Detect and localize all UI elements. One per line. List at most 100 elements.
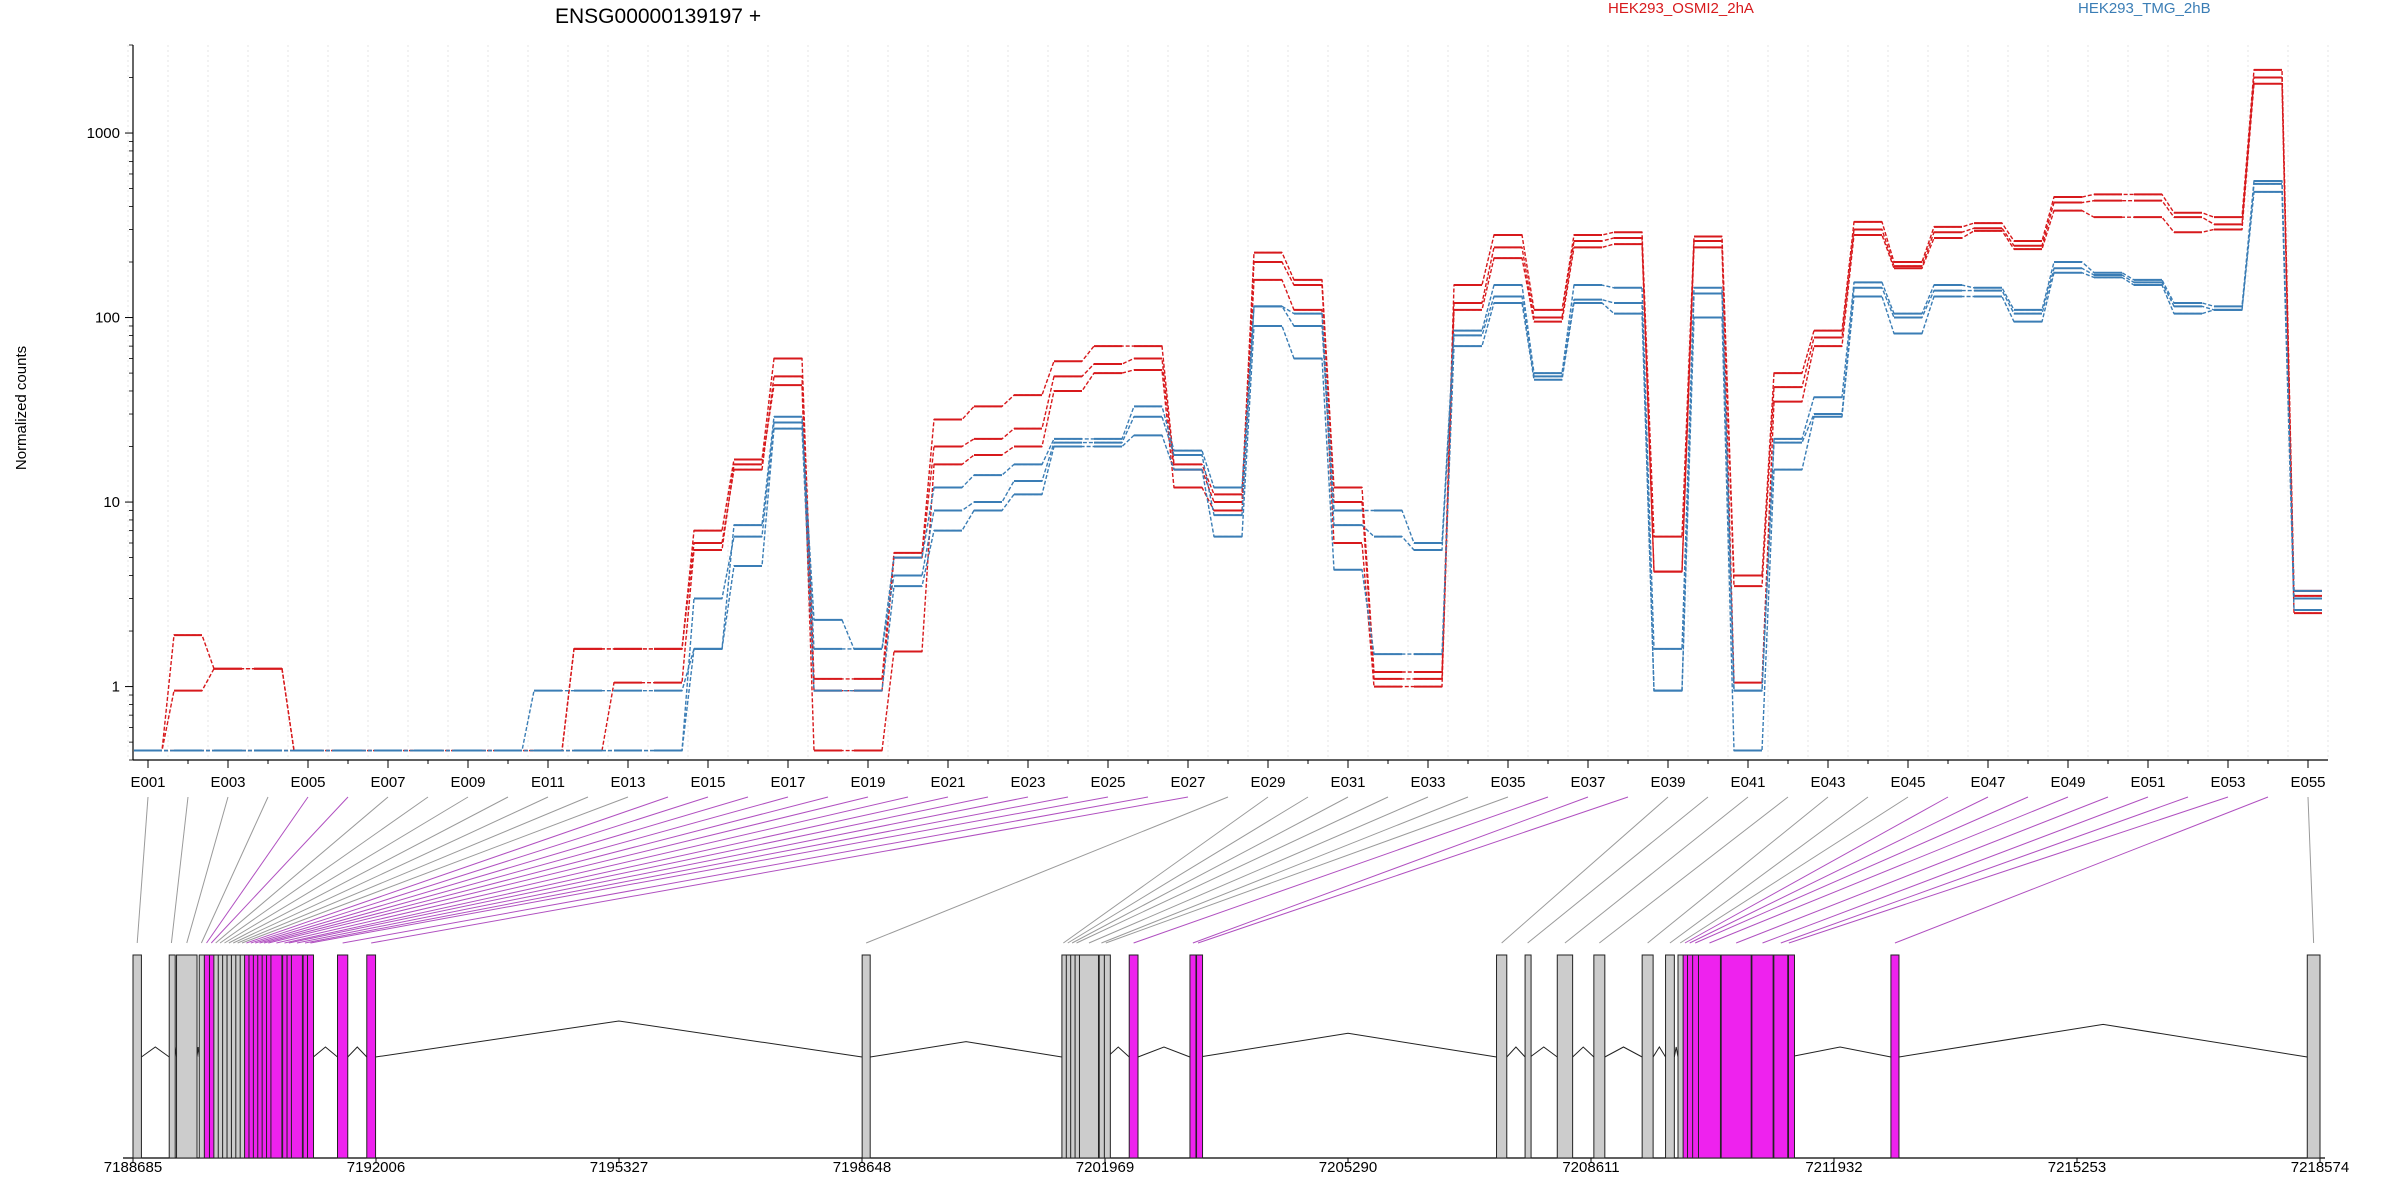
connector-line [1788, 796, 2229, 944]
exon-E035 [1103, 954, 1111, 1159]
x-tick-label: E047 [1970, 774, 2005, 791]
exon-E023 [290, 954, 303, 1159]
connector-line [2307, 796, 2315, 944]
x-tick-label: E019 [850, 774, 885, 791]
connector-line [186, 796, 229, 944]
exon-E036 [1128, 954, 1139, 1159]
x-tick-label: E035 [1490, 774, 1525, 791]
x-tick-label: E013 [610, 774, 645, 791]
connector-line [1780, 796, 2189, 944]
intron-line [1652, 1046, 1666, 1058]
genome-tick-label: 7192006 [347, 1159, 405, 1176]
intron-line [1898, 1023, 2308, 1058]
x-tick-label: E031 [1330, 774, 1365, 791]
exon-E041 [1556, 954, 1574, 1159]
genome-tick-label: 7195327 [590, 1159, 648, 1176]
gene-model: 7188685 7192006 7195327 7198648 7201969 72052… [104, 954, 2349, 1176]
connector-line [215, 796, 389, 944]
series-line [134, 76, 2322, 752]
connector-line [1599, 796, 1789, 944]
connector-line [259, 796, 789, 944]
connector-line [1669, 796, 1869, 944]
y-tick-label: 1 [112, 679, 120, 696]
x-tick-label: E041 [1730, 774, 1765, 791]
exon-E033 [1078, 954, 1099, 1159]
exon-E028 [861, 954, 871, 1159]
connector-line [296, 796, 1029, 944]
intron-line [347, 1046, 368, 1058]
connector-line [1133, 796, 1549, 944]
connector-line [865, 796, 1229, 944]
connector-line [241, 796, 629, 944]
x-tick-label: E025 [1090, 774, 1125, 791]
connector-line [284, 796, 949, 944]
connector-line [1762, 796, 2149, 944]
intron-line [1199, 1032, 1497, 1058]
x-tick-label: E023 [1010, 774, 1045, 791]
connector-line [170, 796, 189, 944]
intron-line [313, 1046, 338, 1058]
connector-line [250, 796, 709, 944]
connector-line [263, 796, 829, 944]
genome-tick-label: 7205290 [1319, 1159, 1377, 1176]
exon-E025 [307, 954, 315, 1159]
genome-tick-label: 7208611 [1562, 1159, 1619, 1176]
connector-line [342, 796, 1149, 944]
connector-line [224, 796, 469, 944]
x-tick-label: E011 [531, 774, 565, 791]
exon-E002 [168, 954, 176, 1159]
exon-E026 [337, 954, 349, 1159]
connector-line [136, 796, 149, 944]
genome-tick-label: 7218574 [2291, 1159, 2349, 1176]
exon-E039 [1496, 954, 1508, 1159]
x-tick-label: E005 [290, 774, 325, 791]
exon-E001 [132, 954, 142, 1159]
connector-line [1694, 796, 2029, 944]
exon-E049 [1697, 954, 1721, 1159]
connector-line [1679, 796, 1909, 944]
connector-line [233, 796, 549, 944]
genome-tick-label: 7188685 [104, 1159, 162, 1176]
intron-line [1106, 1046, 1130, 1058]
series-1 [134, 76, 2322, 752]
intron-line [1529, 1046, 1558, 1058]
x-tick-label: E045 [1890, 774, 1925, 791]
x-tick-label: E021 [930, 774, 965, 791]
connector-line [1101, 796, 1469, 944]
connector-line [1735, 796, 2109, 944]
series-layer [134, 68, 2322, 752]
x-tick-label: E055 [2290, 774, 2325, 791]
genome-tick-label: 7215253 [2048, 1159, 2106, 1176]
exon-E043 [1641, 954, 1654, 1159]
connector-line [1088, 796, 1429, 944]
x-tick-label: E033 [1410, 774, 1445, 791]
x-tick-label: E017 [770, 774, 805, 791]
exon-E020 [270, 954, 283, 1159]
y-tick-label: 10 [103, 494, 120, 511]
x-tick-label: E051 [2130, 774, 2165, 791]
intron-line [1789, 1046, 1892, 1058]
series-line [134, 191, 2322, 752]
connector-line [371, 796, 1189, 944]
exon-E037 [1189, 954, 1197, 1159]
x-tick-label: E029 [1250, 774, 1285, 791]
x-tick-label: E039 [1650, 774, 1685, 791]
x-tick-label: E049 [2050, 774, 2085, 791]
connector-line [288, 796, 989, 944]
connector-line [1527, 796, 1709, 944]
connector-line [210, 796, 349, 944]
connector-line [1564, 796, 1749, 944]
exon-E052 [1773, 954, 1789, 1159]
legend-entry-tmg: HEK293_TMG_2hB [2078, 0, 2211, 17]
connector-line [1067, 796, 1309, 944]
connector-line [228, 796, 509, 944]
series-5 [134, 190, 2322, 752]
x-tick-label: E053 [2210, 774, 2245, 791]
connector-line [1501, 796, 1669, 944]
series-2 [134, 82, 2322, 752]
intron-line [1137, 1046, 1191, 1058]
connector-line [1647, 796, 1829, 944]
x-tick-label: E027 [1170, 774, 1205, 791]
x-tick-label: E001 [130, 774, 165, 791]
